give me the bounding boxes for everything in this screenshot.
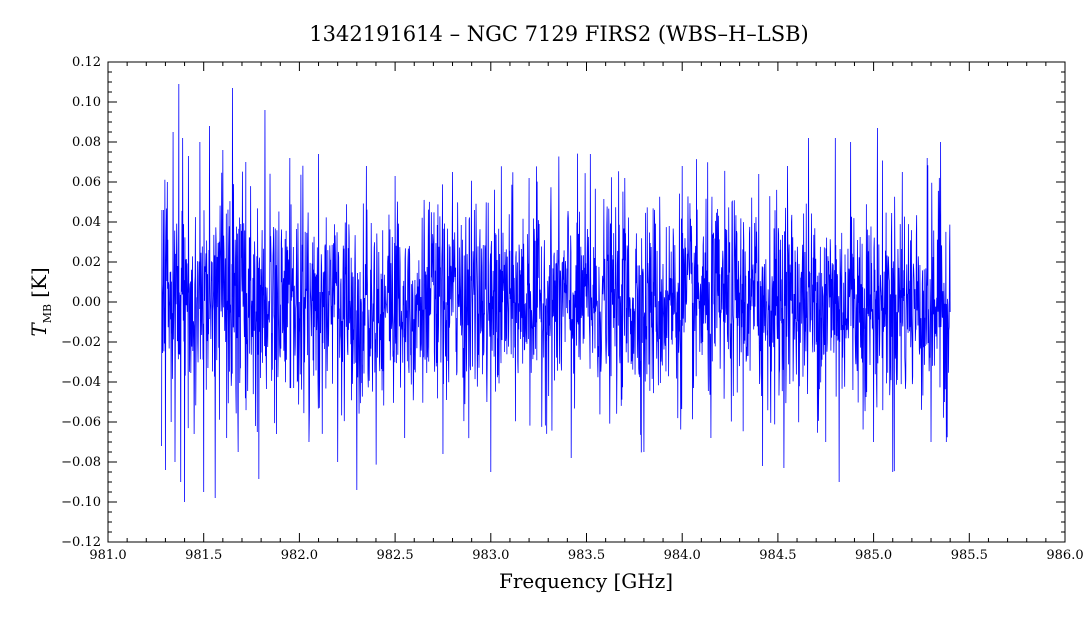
spectrum-series-line	[161, 83, 951, 503]
series-layer	[161, 83, 951, 503]
x-tick-label: 983.0	[472, 548, 509, 563]
y-tick-label: 0.00	[72, 295, 101, 310]
y-tick-label: 0.12	[72, 55, 101, 70]
x-tick-label: 985.0	[855, 548, 892, 563]
x-tick-label: 984.5	[759, 548, 796, 563]
y-tick-label: 0.04	[72, 215, 101, 230]
x-tick-label: 986.0	[1046, 548, 1083, 563]
chart-title: 1342191614 – NGC 7129 FIRS2 (WBS–H–LSB)	[309, 22, 808, 46]
y-axis-label-subscript: MB	[41, 304, 54, 323]
tick-labels-layer: 981.0 981.5 982.0 982.5 983.0 983.5 984.0 984.5…	[61, 55, 1083, 563]
y-tick-label: −0.06	[61, 415, 101, 430]
x-tick-label: 981.0	[89, 548, 126, 563]
y-tick-label: −0.10	[61, 495, 101, 510]
x-tick-label: 982.5	[376, 548, 413, 563]
y-axis-label: TMB [K]	[27, 267, 54, 336]
y-tick-label: −0.08	[61, 455, 101, 470]
x-tick-label: 981.5	[185, 548, 222, 563]
x-tick-label: 983.5	[568, 548, 605, 563]
y-tick-label: −0.04	[61, 375, 101, 390]
y-tick-label: −0.12	[61, 535, 101, 550]
x-tick-label: 985.5	[951, 548, 988, 563]
x-axis-label: Frequency [GHz]	[499, 569, 673, 593]
y-tick-label: 0.08	[72, 135, 101, 150]
y-tick-label: 0.10	[72, 95, 101, 110]
y-tick-label: 0.02	[72, 255, 101, 270]
y-tick-label: 0.06	[72, 175, 101, 190]
y-axis-label-unit: [K]	[27, 267, 51, 298]
x-tick-label: 982.0	[281, 548, 318, 563]
ticks-layer	[107, 61, 1066, 543]
y-tick-label: −0.02	[61, 335, 101, 350]
x-tick-label: 984.0	[664, 548, 701, 563]
y-axis-label-symbol: T	[27, 322, 51, 337]
